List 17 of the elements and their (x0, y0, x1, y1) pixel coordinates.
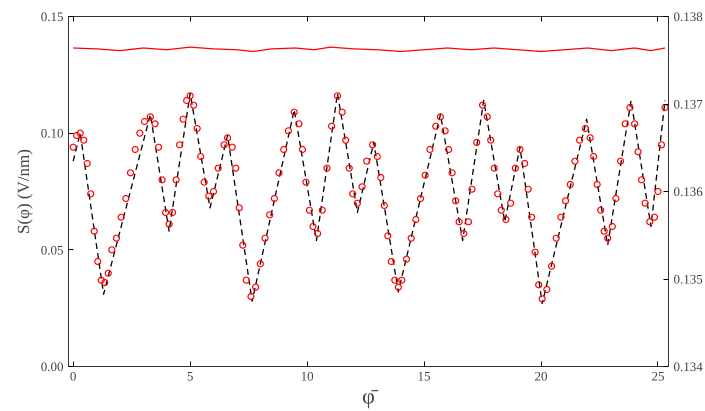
x-tick-label: 20 (534, 368, 548, 384)
x-tick-label: 0 (70, 368, 76, 384)
y2-tick-label: 0.136 (674, 184, 704, 199)
x-tick-label: 15 (418, 368, 431, 384)
y-axis-title: S(φ) (V/nm) (14, 149, 33, 234)
y2-tick-label: 0.134 (674, 359, 704, 374)
y2-tick-label: 0.137 (674, 96, 704, 112)
x-tick-label: 5 (186, 368, 194, 384)
x-tick-label: 10 (300, 368, 314, 384)
y-tick-label: 0.15 (40, 9, 64, 24)
x-tick-label: 25 (651, 368, 664, 384)
y-tick-label: 0.00 (40, 359, 64, 374)
y-tick-label: 0.10 (40, 126, 64, 141)
x-axis-title: φ̄ (362, 384, 379, 408)
y-tick-label: 0.05 (40, 242, 64, 258)
y2-tick-label: 0.138 (674, 9, 703, 24)
y2-tick-label: 0.135 (674, 272, 703, 286)
